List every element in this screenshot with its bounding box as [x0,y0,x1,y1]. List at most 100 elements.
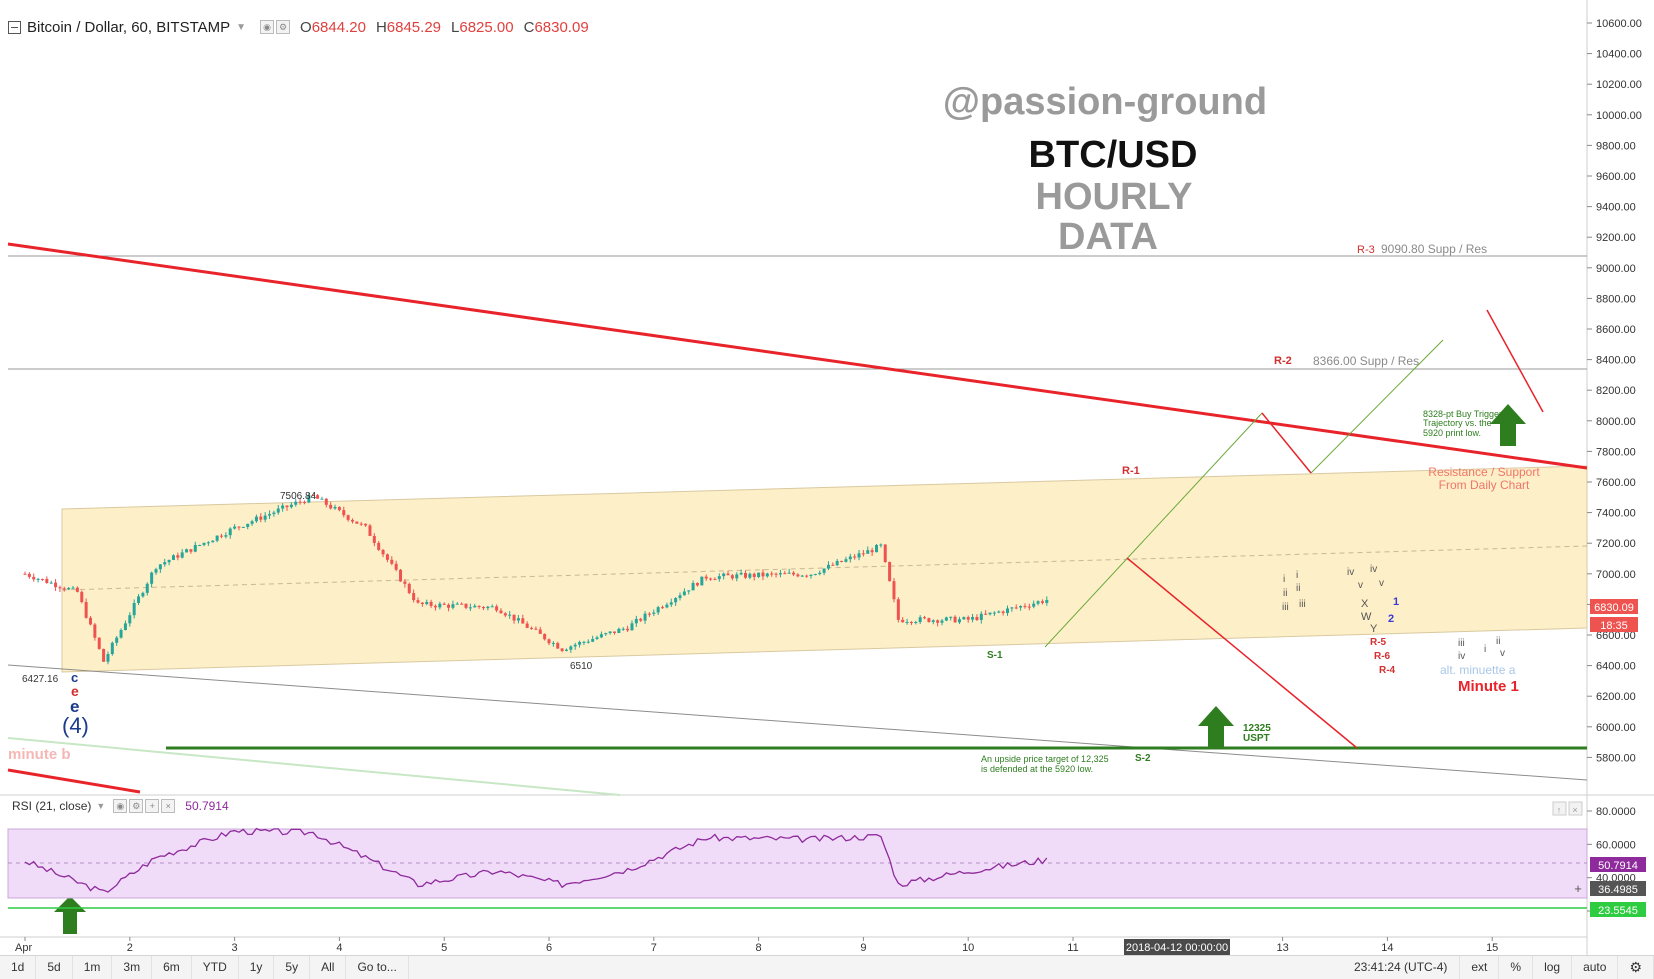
lower-trendline[interactable] [7,664,1588,781]
range-ytd-button[interactable]: YTD [192,956,239,979]
wave-sub-label: ii [1296,583,1300,594]
dropdown-caret-icon[interactable]: ▼ [236,21,247,33]
close-icon[interactable]: × [161,799,176,813]
candle-body [1001,611,1005,614]
candle-body [695,583,699,586]
candle-body [364,523,368,526]
candle-body [608,631,612,634]
candle-body [433,605,437,608]
high-value: 6845.29 [386,18,442,36]
candle-body [193,545,197,552]
candle-body [678,595,682,599]
candle-body [355,521,359,524]
eye-icon[interactable]: ◉ [113,799,128,813]
symbol-header[interactable]: Bitcoin / Dollar, 60, BITSTAMP ▼ ◉ ⚙ O 68… [8,15,589,39]
candle-body [582,641,586,643]
candle-body [586,641,590,643]
resistance-trendline[interactable] [7,242,1588,470]
candle-body [730,575,734,579]
range-all-button[interactable]: All [310,956,347,979]
candle-body [351,519,354,522]
log-scale-button[interactable]: log [1533,956,1573,979]
settings-icon[interactable]: ⚙ [129,799,144,813]
range-5d-button[interactable]: 5d [36,956,73,979]
range-1m-button[interactable]: 1m [73,956,113,979]
candle-body [67,588,71,590]
candle-body [246,523,250,527]
add-icon[interactable]: + [145,799,160,813]
candle-body [778,573,782,575]
close-pane-icon[interactable]: × [1568,801,1583,816]
wave-sub-label: 1 [1393,596,1399,608]
maximize-pane-icon[interactable]: ↑ [1552,801,1567,816]
goto-date-button[interactable]: Go to... [346,956,409,979]
price-tick-label: 10200.00 [1596,79,1642,91]
candle-body [848,556,852,560]
candle-body [525,623,529,628]
candle-body [49,582,53,584]
resistance-trendline-lower[interactable] [7,768,141,794]
ext-hours-button[interactable]: ext [1459,956,1500,979]
channel-midline[interactable] [61,545,1588,591]
clock-readout[interactable]: 23:41:24 (UTC-4) [1354,960,1448,974]
candle-body [158,564,162,570]
wave-e-blue-label: e [70,697,79,716]
candle-body [564,649,568,651]
symbol-title[interactable]: Bitcoin / Dollar, 60, BITSTAMP [27,18,231,36]
rsi-header[interactable]: RSI (21, close) ▼ ◉ ⚙ + × 50.7914 [12,799,229,813]
candle-body [372,535,376,543]
candle-body [752,573,756,577]
candle-body [1019,606,1023,608]
range-1y-button[interactable]: 1y [239,956,275,979]
candle-body [460,603,464,605]
rsi-plus-button[interactable]: + [1574,881,1582,896]
range-3m-button[interactable]: 3m [112,956,153,979]
time-tick-label: 2 [127,942,133,954]
candle-body [342,510,346,516]
auto-scale-button[interactable]: auto [1572,956,1619,979]
candle-body [32,576,36,580]
percent-scale-button[interactable]: % [1499,956,1534,979]
range-5y-button[interactable]: 5y [274,956,311,979]
candle-body [971,616,975,620]
candle-body [254,516,258,522]
candle-body [1040,601,1044,603]
range-1d-button[interactable]: 1d [0,956,37,979]
candle-body [115,637,119,643]
candle-body [137,596,141,603]
target-unit: USPT [1243,733,1270,744]
dropdown-caret-icon[interactable]: ▼ [96,801,106,811]
candle-body [717,576,721,580]
range-6m-button[interactable]: 6m [152,956,192,979]
candle-body [381,549,385,555]
eye-icon[interactable]: ◉ [260,20,275,34]
candle-body [167,559,171,563]
price-tick-label: 9800.00 [1596,140,1636,152]
candle-body [45,578,49,584]
price-tick-label: 5800.00 [1596,752,1636,764]
s2-label: S-2 [1135,753,1151,764]
candle-body [490,606,494,608]
rsi-title[interactable]: RSI (21, close) [12,799,92,813]
price-axis[interactable]: 10600.00 10400.00 10200.00 10000.00 9800.00 9… [1587,18,1642,764]
candle-body [390,559,394,564]
candle-body [102,648,106,662]
candle-body [1014,607,1018,609]
svg-text:18:35: 18:35 [1600,620,1628,632]
settings-icon[interactable]: ⚙ [276,20,291,34]
rsi-band [7,828,1588,899]
trigger-line-2: Trajectory vs. the [1423,418,1492,428]
r2-text: 8366.00 Supp / Res [1313,354,1419,368]
candle-body [468,607,472,609]
rsi-line[interactable] [24,827,1048,893]
r2-label: R-2 [1274,355,1292,367]
close-value: 6830.09 [534,18,589,36]
chart-settings-gear-icon[interactable]: ⚙ [1618,956,1654,979]
time-axis[interactable]: Apr 2 3 4 5 6 7 8 9 10 11 13 14 15 [15,937,1498,954]
rsi-tick-label: 60.0000 [1596,839,1636,851]
candle-body [132,602,136,616]
candle-body [901,619,905,623]
collapse-icon[interactable] [8,20,21,34]
rsi-tick-label: 80.0000 [1596,806,1636,818]
